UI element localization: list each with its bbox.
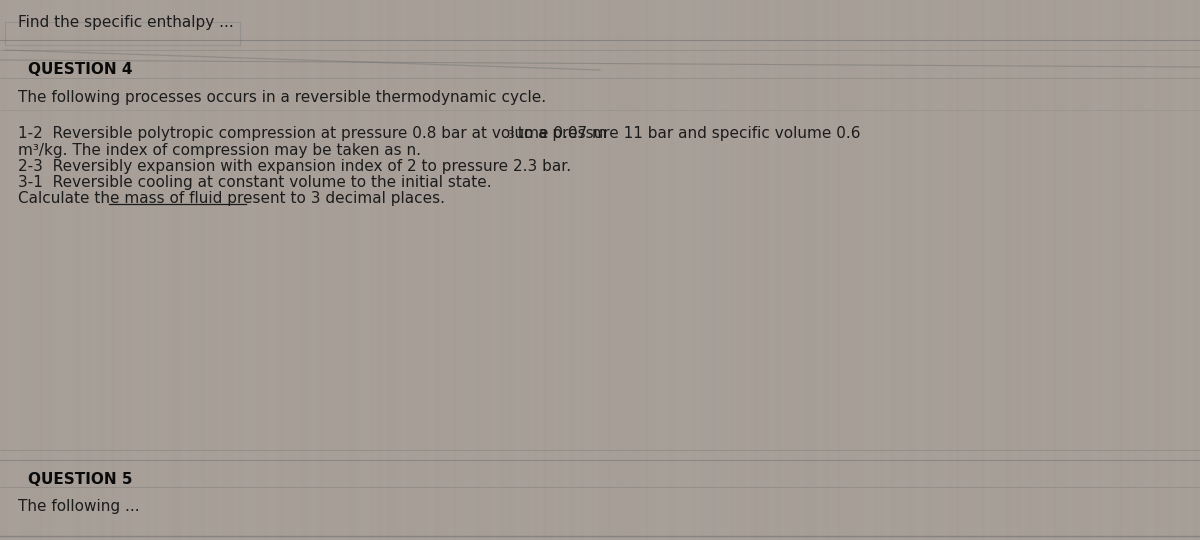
Text: 1-2  Reversible polytropic compression at pressure 0.8 bar at volume 0.07 m: 1-2 Reversible polytropic compression at… (18, 126, 607, 141)
Text: to a pressure 11 bar and specific volume 0.6: to a pressure 11 bar and specific volume… (514, 126, 860, 141)
Text: 3-1  Reversible cooling at constant volume to the initial state.: 3-1 Reversible cooling at constant volum… (18, 175, 492, 190)
Text: Calculate the mass of fluid present to 3 decimal places.: Calculate the mass of fluid present to 3… (18, 191, 445, 206)
Text: The following ...: The following ... (18, 499, 139, 514)
Text: QUESTION 4: QUESTION 4 (28, 62, 132, 77)
Text: m³/kg. The index of compression may be taken as n.: m³/kg. The index of compression may be t… (18, 143, 421, 158)
Text: QUESTION 5: QUESTION 5 (28, 472, 132, 487)
Text: 3: 3 (506, 130, 514, 140)
Text: 2-3  Reversibly expansion with expansion index of 2 to pressure 2.3 bar.: 2-3 Reversibly expansion with expansion … (18, 159, 571, 174)
Text: Find the specific enthalpy ...: Find the specific enthalpy ... (18, 15, 234, 30)
Text: The following processes occurs in a reversible thermodynamic cycle.: The following processes occurs in a reve… (18, 90, 546, 105)
